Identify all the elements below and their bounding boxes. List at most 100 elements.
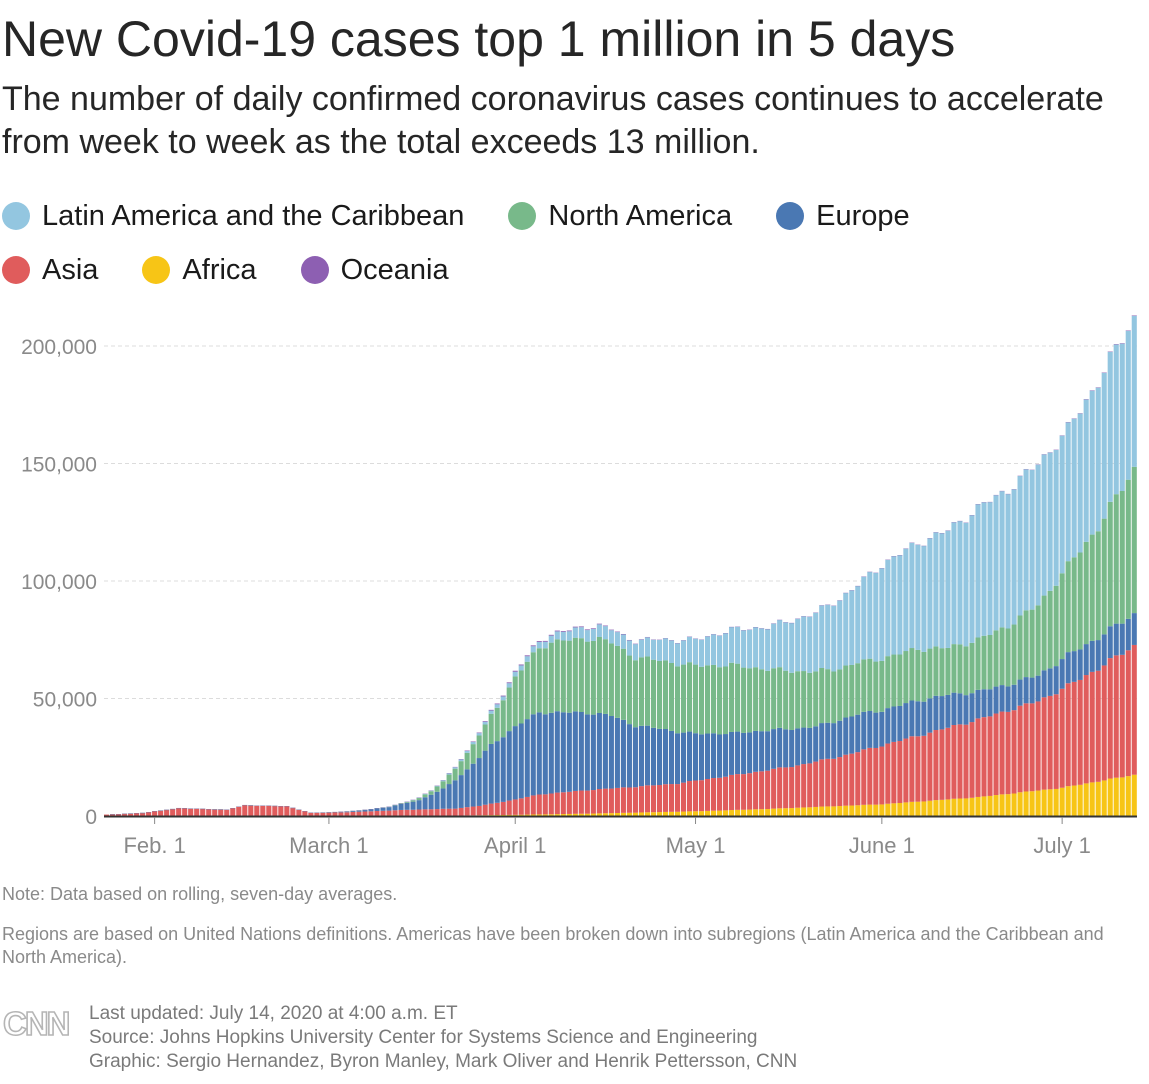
bar-segment: [849, 664, 855, 717]
bar-segment: [975, 718, 981, 797]
bar-segment: [698, 734, 705, 781]
bar-segment: [662, 660, 669, 730]
bar-segment: [422, 809, 428, 816]
bar-segment: [392, 805, 398, 811]
bar-segment: [903, 548, 909, 652]
bar-segment: [578, 790, 584, 814]
bar-segment: [705, 778, 711, 811]
bar-segment: [410, 801, 416, 810]
bar-segment: [656, 728, 663, 786]
bar-segment: [602, 788, 608, 814]
bar-segment: [1101, 372, 1107, 519]
bar-segment: [855, 752, 861, 806]
bar-segment: [620, 648, 626, 720]
bar-segment: [897, 555, 903, 655]
bar-segment: [1029, 791, 1035, 816]
bar-segment: [963, 798, 969, 816]
bar-segment: [584, 813, 590, 816]
bar-segment: [945, 530, 951, 648]
bar-segment: [404, 802, 410, 803]
bar-segment: [723, 776, 729, 811]
bar-segment: [1077, 552, 1083, 650]
bar-segment: [807, 616, 813, 673]
bar-segment: [885, 656, 891, 709]
chart-title: New Covid-19 cases top 1 million in 5 da…: [2, 11, 956, 67]
bar-segment: [626, 812, 632, 816]
bar-segment: [861, 576, 867, 660]
bar-segment: [542, 814, 548, 816]
legend-label: Oceania: [340, 253, 449, 286]
bar-segment: [969, 722, 975, 798]
bar-segment: [518, 665, 524, 671]
bar-segment: [590, 640, 596, 715]
bar-segment: [1119, 654, 1125, 778]
bar-segment: [981, 635, 987, 690]
bar-segment: [554, 639, 560, 712]
legend-label: Asia: [42, 253, 99, 286]
bar-segment: [711, 778, 717, 811]
bar-segment: [921, 801, 927, 816]
bar-segment: [777, 727, 783, 768]
y-tick-label: 150,000: [21, 454, 97, 477]
bar-segment: [891, 556, 897, 655]
bar-segment: [885, 559, 891, 657]
bar-segment: [981, 717, 987, 797]
bar-segment: [1023, 469, 1029, 611]
legend-swatch-oceania: [300, 256, 329, 284]
bar-segment: [548, 642, 554, 713]
bar-segment: [1017, 679, 1023, 706]
legend-item-north-america: North America: [508, 200, 732, 233]
bar-segment: [1041, 595, 1047, 671]
bar-segment: [662, 784, 669, 812]
bar-segment: [1125, 479, 1131, 619]
y-tick-label: 50,000: [33, 689, 97, 712]
bar-segment: [759, 771, 765, 810]
bar-segment: [789, 729, 795, 768]
bar-segment: [963, 695, 969, 725]
bar-segment: [392, 810, 398, 816]
bar-segment: [987, 689, 993, 717]
bar-segment: [512, 726, 518, 800]
bar-segment: [674, 643, 681, 667]
bar-segment: [518, 664, 524, 666]
bar-segment: [981, 502, 987, 636]
bar-segment: [843, 592, 849, 666]
bar-segment: [170, 809, 176, 816]
bar-segment: [488, 803, 494, 816]
bar-segment: [458, 759, 464, 762]
bar-segment: [488, 709, 494, 711]
legend-item-oceania: Oceania: [300, 253, 449, 287]
bar-segment: [939, 533, 945, 649]
bar-segment: [1113, 623, 1119, 656]
bar-segment: [560, 814, 566, 816]
bar-segment: [765, 809, 771, 816]
bar-segment: [680, 640, 687, 665]
bar-segment: [789, 767, 795, 809]
bar-segment: [1089, 782, 1095, 816]
bar-segment: [608, 643, 614, 717]
bar-segment: [512, 676, 518, 727]
bar-segment: [152, 811, 158, 816]
bar-segment: [753, 771, 759, 810]
bar-segment: [987, 502, 993, 635]
bar-segment: [650, 785, 657, 813]
bar-segment: [434, 809, 440, 816]
bar-segment: [1047, 590, 1053, 669]
bar-segment: [692, 638, 699, 665]
bar-segment: [1059, 659, 1065, 689]
bar-segment: [512, 799, 518, 815]
bar-segment: [626, 655, 632, 725]
bar-segment: [458, 761, 464, 776]
bar-segment: [747, 773, 753, 810]
bar-segment: [476, 805, 482, 816]
bar-segment: [1035, 464, 1041, 606]
bar-segment: [837, 757, 843, 807]
bar-segment: [512, 814, 518, 816]
bar-segment: [464, 752, 470, 770]
bar-segment: [506, 800, 512, 815]
bar-segment: [602, 813, 608, 816]
bar-segment: [494, 707, 500, 742]
bar-segment: [530, 795, 536, 815]
bar-segment: [801, 764, 807, 808]
bar-segment: [1053, 449, 1059, 586]
